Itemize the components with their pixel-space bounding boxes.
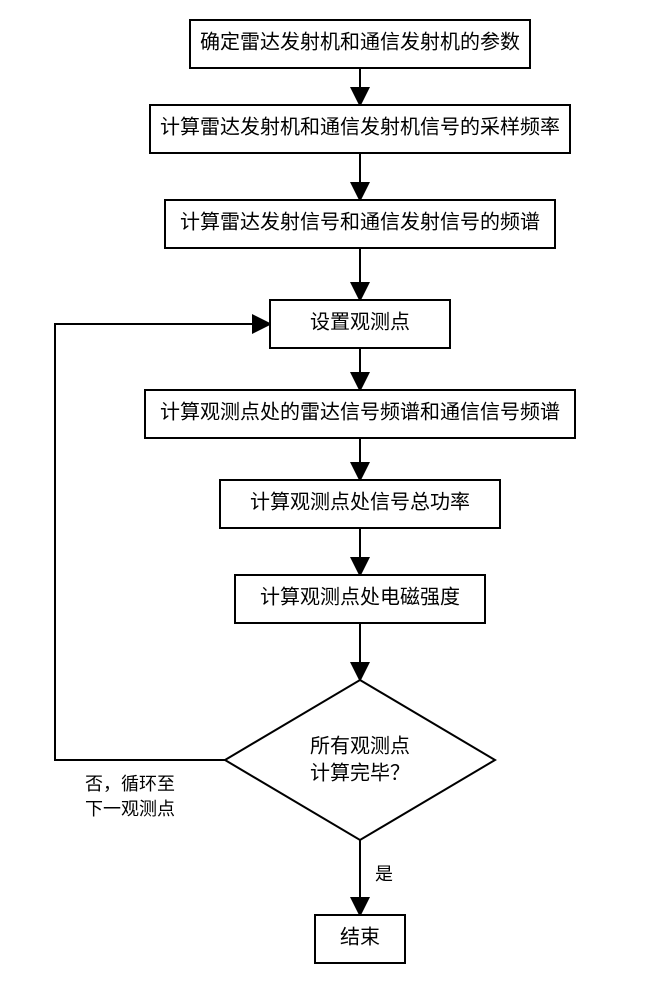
node-n8-label-line2: 计算完毕？ <box>310 762 410 785</box>
node-n3-label: 计算雷达发射信号和通信发射信号的频谱 <box>180 211 540 234</box>
no-label-line1: 否，循环至 <box>85 774 175 794</box>
node-n4-label: 设置观测点 <box>310 311 410 334</box>
node-n8: 所有观测点 计算完毕？ <box>225 680 495 840</box>
node-n9: 结束 <box>315 915 405 963</box>
node-n2: 计算雷达发射机和通信发射机信号的采样频率 <box>150 105 570 153</box>
node-n9-label: 结束 <box>340 926 380 949</box>
node-n6: 计算观测点处信号总功率 <box>220 480 500 528</box>
node-n5: 计算观测点处的雷达信号频谱和通信信号频谱 <box>145 390 575 438</box>
node-n1-label: 确定雷达发射机和通信发射机的参数 <box>200 31 520 54</box>
node-n5-label: 计算观测点处的雷达信号频谱和通信信号频谱 <box>160 401 560 424</box>
node-n2-label: 计算雷达发射机和通信发射机信号的采样频率 <box>160 116 560 139</box>
yes-label: 是 <box>375 864 393 884</box>
node-n6-label: 计算观测点处信号总功率 <box>250 491 470 514</box>
node-n7-label: 计算观测点处电磁强度 <box>260 586 460 609</box>
node-n4: 设置观测点 <box>270 300 450 348</box>
node-n1: 确定雷达发射机和通信发射机的参数 <box>190 20 530 68</box>
node-n7: 计算观测点处电磁强度 <box>235 575 485 623</box>
no-label-line2: 下一观测点 <box>85 799 175 819</box>
node-n8-label-line1: 所有观测点 <box>310 735 410 758</box>
node-n3: 计算雷达发射信号和通信发射信号的频谱 <box>165 200 555 248</box>
